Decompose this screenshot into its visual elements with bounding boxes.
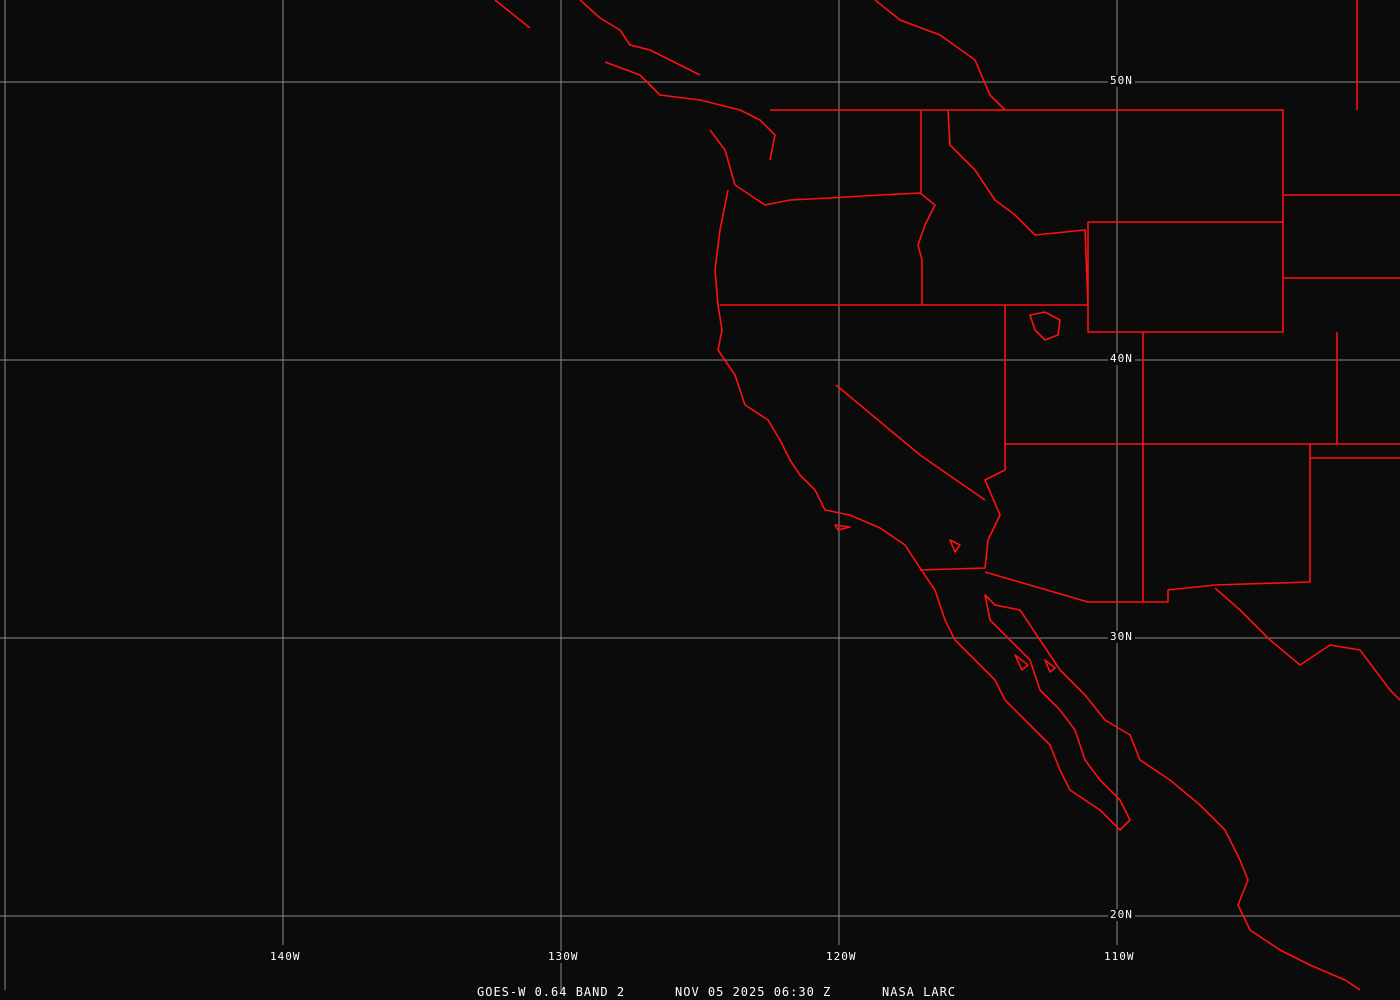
lon-label-120w: 120W <box>824 950 859 963</box>
coastlines-and-borders <box>494 0 1400 991</box>
lat-label-20n: 20N <box>1108 908 1135 921</box>
datetime-label: NOV 05 2025 06:30 Z <box>675 985 832 999</box>
lat-label-30n: 30N <box>1108 630 1135 643</box>
lon-label-110w: 110W <box>1102 950 1137 963</box>
lon-label-140w: 140W <box>268 950 303 963</box>
source-label: NASA LARC <box>882 985 957 999</box>
lon-label-130w: 130W <box>546 950 581 963</box>
lat-label-40n: 40N <box>1108 352 1135 365</box>
lat-label-50n: 50N <box>1108 74 1135 87</box>
product-label: GOES-W 0.64 BAND 2 <box>477 985 626 999</box>
